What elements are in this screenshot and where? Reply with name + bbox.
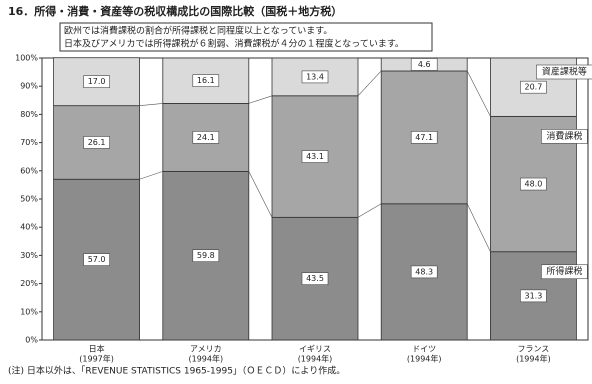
value-label: 48.3 [415, 267, 433, 276]
value-label-box [520, 289, 547, 303]
value-label: 31.3 [524, 291, 542, 300]
value-label-box [410, 58, 438, 71]
connector [357, 203, 382, 218]
connector [466, 203, 491, 252]
y-tick-label: 100% [15, 54, 38, 63]
value-label-box [192, 249, 220, 262]
value-label-box [83, 253, 110, 266]
annotation: 日本及びアメリカでは所得課税が６割弱、消費課税が４分の１程度となっています。 [64, 38, 404, 50]
value-label: 26.1 [88, 138, 106, 147]
value-label: 59.8 [197, 251, 215, 260]
value-label-box [520, 177, 547, 191]
legend-label: 資産課税等 [542, 66, 587, 78]
value-label-box [301, 272, 329, 285]
value-label: 47.1 [415, 133, 433, 142]
x-tick-sublabel: (1997年) [79, 354, 114, 364]
value-label-box [301, 150, 329, 163]
y-tick-label: 10% [20, 307, 38, 316]
x-tick-sublabel: (1994年) [298, 354, 333, 364]
x-tick-sublabel: (1994年) [407, 354, 442, 364]
connector [466, 70, 491, 117]
y-tick-label: 20% [20, 279, 38, 288]
connector [357, 70, 382, 96]
x-tick-label: アメリカ [190, 345, 222, 354]
y-tick-label: 0% [25, 336, 38, 345]
y-tick-label: 90% [20, 82, 38, 91]
y-tick-label: 30% [20, 251, 38, 260]
value-label-box [301, 70, 329, 84]
legend-box [541, 264, 588, 280]
chart-title: 16．所得・消費・資産等の税収構成比の国際比較（国税＋地方税） [8, 4, 342, 18]
legend-label: 所得課税 [546, 265, 582, 277]
value-label-box [192, 131, 220, 144]
y-tick-label: 50% [20, 195, 38, 204]
connector [248, 171, 273, 218]
value-label: 57.0 [88, 255, 106, 264]
annotation: 欧州では消費課税の割合が所得課税と同程度以上となっています。 [64, 25, 332, 37]
y-tick-label: 40% [20, 223, 38, 232]
x-tick-label: イギリス [299, 345, 331, 354]
value-label-box [520, 80, 547, 94]
connector [248, 95, 273, 104]
value-label-box [410, 265, 438, 279]
x-tick-label: フランス [517, 345, 549, 354]
x-tick-sublabel: (1994年) [188, 354, 223, 364]
value-label: 20.7 [524, 83, 542, 92]
value-label: 16.1 [197, 76, 215, 85]
y-tick-label: 80% [20, 110, 38, 119]
value-label: 43.1 [306, 152, 324, 161]
value-label: 17.0 [88, 77, 106, 86]
value-label-box [410, 131, 438, 144]
legend-box [536, 64, 592, 80]
value-label: 48.0 [524, 180, 542, 189]
legend-box [541, 129, 588, 144]
x-tick-label: 日本 [89, 344, 105, 354]
x-tick-sublabel: (1994年) [516, 354, 551, 364]
legend-label: 消費課税 [546, 130, 582, 142]
value-label: 43.5 [306, 274, 324, 283]
y-tick-label: 60% [20, 166, 38, 175]
annotation-box [59, 22, 433, 52]
x-tick-label: ドイツ [412, 345, 436, 354]
value-label-box [83, 136, 110, 149]
value-label: 4.6 [418, 60, 431, 69]
value-label: 24.1 [197, 133, 215, 142]
footnote: (注) 日本以外は、「REVENUE STATISTICS 1965-1995」… [8, 365, 345, 377]
value-label: 13.4 [306, 72, 324, 81]
connector [139, 171, 163, 180]
y-tick-label: 70% [20, 138, 38, 147]
value-label-box [192, 74, 220, 88]
connector [139, 103, 163, 106]
value-label-box [83, 75, 110, 88]
